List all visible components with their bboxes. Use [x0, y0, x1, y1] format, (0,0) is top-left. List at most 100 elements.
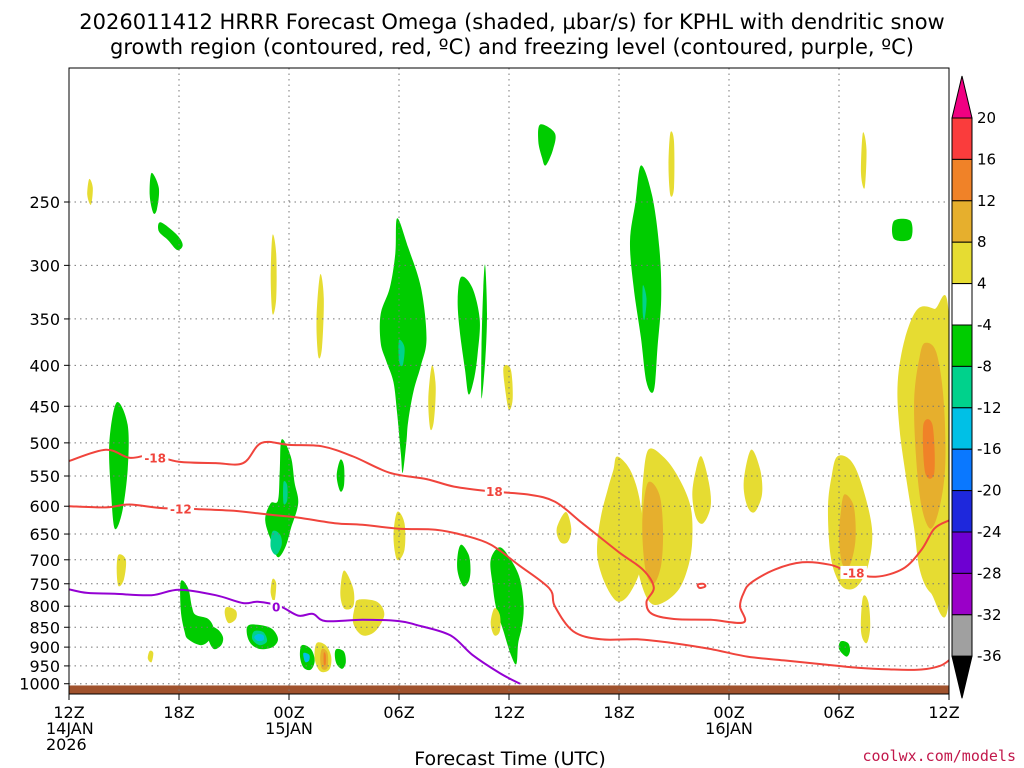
- dgz-label-d: -12: [170, 503, 192, 517]
- x-tick-label-12-1: 15JAN: [265, 719, 313, 738]
- grid-layer: [69, 68, 949, 694]
- colorbar-box-6: [951, 365, 973, 409]
- x-tick-label-48-0: 12Z: [928, 703, 959, 722]
- omega-region-46: [692, 456, 712, 524]
- omega-shaded-layer: [87, 124, 949, 673]
- colorbar-box-11: [951, 572, 973, 616]
- omega-region-52: [860, 595, 871, 644]
- omega-region-25: [891, 218, 913, 242]
- omega-region-31: [147, 650, 154, 663]
- colorbar-box-7: [951, 407, 973, 450]
- y-tick-label-850: 850: [29, 618, 60, 637]
- freezing-level-contour: [69, 588, 521, 685]
- x-tick-label-36-1: 16JAN: [705, 719, 753, 738]
- omega-region-3: [180, 580, 214, 646]
- omega-region-51: [860, 132, 867, 189]
- y-tick-label-550: 550: [29, 467, 60, 486]
- omega-region-23: [642, 285, 647, 321]
- omega-region-42: [556, 512, 572, 544]
- dgz-contour-1: [69, 503, 949, 671]
- colorbar: 20 16 12 8 4 -4 -8 -12 -16 -20 -24 -28 -32 -36: [951, 75, 1002, 699]
- omega-region-40: [503, 364, 513, 411]
- dgz-label-b: 18: [486, 485, 503, 499]
- y-tick-label-300: 300: [29, 256, 60, 275]
- dgz-label-c: -18: [843, 566, 865, 580]
- omega-region-19: [538, 124, 556, 166]
- omega-region-41: [490, 608, 501, 636]
- x-tick-label-12-0: 00Z: [273, 703, 304, 722]
- dgz-label-a-bg: [141, 450, 169, 464]
- x-tick-label-42-0: 06Z: [823, 703, 854, 722]
- omega-region-4: [205, 624, 224, 650]
- colorbar-box-10: [951, 531, 973, 574]
- colorbar-label-1: 16: [977, 150, 996, 168]
- freezing-level-label: 0: [272, 601, 280, 615]
- y-tick-label-350: 350: [29, 310, 60, 329]
- y-axis: 2503003504004505005506006507007508008509…: [19, 193, 69, 694]
- omega-region-14: [336, 459, 345, 492]
- omega-region-26: [87, 178, 93, 205]
- x-axis-title: Forecast Time (UTC): [414, 748, 605, 768]
- omega-region-20: [457, 544, 471, 587]
- omega-region-8: [265, 439, 299, 558]
- colorbar-box-0: [951, 117, 973, 160]
- y-tick-label-900: 900: [29, 638, 60, 657]
- omega-region-16: [398, 339, 405, 367]
- colorbar-label-12: -32: [977, 606, 1002, 624]
- omega-region-32: [270, 578, 277, 603]
- omega-region-12: [303, 652, 310, 663]
- colorbar-label-0: 20: [977, 109, 996, 127]
- colorbar-box-4: [951, 283, 973, 326]
- y-tick-label-500: 500: [29, 434, 60, 453]
- omega-region-13: [334, 648, 346, 669]
- y-tick-label-400: 400: [29, 356, 60, 375]
- dgz-small-loop: [696, 582, 707, 589]
- colorbar-box-9: [951, 490, 973, 533]
- colorbar-label-5: -4: [977, 316, 992, 334]
- omega-region-37: [352, 599, 385, 636]
- omega-region-50: [668, 131, 675, 197]
- omega-region-2: [158, 222, 183, 251]
- dgz-label-d-bg: [167, 502, 195, 516]
- omega-region-7: [254, 634, 265, 642]
- x-tick-label-30-0: 18Z: [603, 703, 634, 722]
- chart-title-line-1: 2026011412 HRRR Forecast Omega (shaded, …: [79, 10, 944, 34]
- dgz-contour-0: [69, 440, 949, 624]
- omega-region-29: [316, 274, 324, 359]
- colorbar-label-9: -20: [977, 482, 1002, 500]
- omega-region-27: [270, 234, 277, 315]
- x-tick-label-36-0: 00Z: [713, 703, 744, 722]
- y-tick-label-450: 450: [29, 397, 60, 416]
- colorbar-box-1: [951, 158, 973, 202]
- y-tick-label-950: 950: [29, 657, 60, 676]
- omega-region-30: [116, 554, 127, 587]
- omega-region-55: [922, 419, 935, 479]
- x-tick-label-18-0: 06Z: [383, 703, 414, 722]
- colorbar-label-10: -24: [977, 523, 1002, 541]
- x-tick-label-0-2: 2026: [46, 735, 87, 754]
- omega-region-10: [283, 481, 288, 505]
- colorbar-label-7: -12: [977, 399, 1002, 417]
- colorbar-box-12: [951, 614, 973, 657]
- omega-region-22: [629, 165, 662, 393]
- colorbar-label-8: -16: [977, 440, 1002, 458]
- colorbar-bottom-arrow: [951, 655, 973, 699]
- colorbar-label-13: -36: [977, 647, 1002, 665]
- omega-region-45: [642, 481, 664, 585]
- colorbar-label-11: -28: [977, 564, 1002, 582]
- freezing-level-label-bg: [270, 600, 282, 614]
- omega-region-47: [743, 449, 763, 513]
- y-tick-label-700: 700: [29, 551, 60, 570]
- omega-region-36: [340, 570, 355, 610]
- omega-region-17: [457, 276, 480, 395]
- colorbar-box-5: [951, 324, 973, 367]
- omega-region-39: [428, 365, 436, 431]
- omega-region-24: [838, 640, 851, 657]
- y-tick-label-750: 750: [29, 575, 60, 594]
- colorbar-box-8: [951, 448, 973, 492]
- colorbar-box-2: [951, 200, 973, 243]
- omega-region-43: [597, 456, 643, 602]
- colorbar-box-3: [951, 241, 973, 285]
- credit-text: coolwx.com/models: [862, 747, 1016, 765]
- colorbar-top-arrow: [951, 75, 973, 119]
